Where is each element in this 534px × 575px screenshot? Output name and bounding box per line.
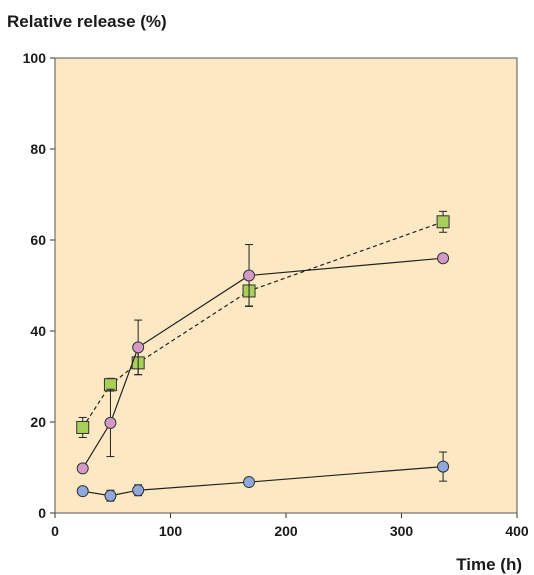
y-tick-label: 0 [38, 505, 46, 521]
x-axis-title: Time (h) [456, 555, 522, 574]
data-point [76, 485, 89, 498]
y-tick-label: 40 [30, 323, 46, 339]
series-2 [76, 244, 450, 475]
y-tick-label: 80 [30, 141, 46, 157]
x-tick-label: 400 [505, 523, 529, 539]
y-axis: 0 20 40 60 80 100 [23, 50, 55, 521]
y-tick-label: 60 [30, 232, 46, 248]
data-point [436, 215, 450, 229]
data-point [76, 420, 90, 434]
x-tick-label: 200 [274, 523, 298, 539]
y-tick-label: 20 [30, 414, 46, 430]
data-point [76, 462, 89, 475]
data-point [132, 484, 145, 497]
x-tick-label: 0 [51, 523, 59, 539]
data-point [104, 416, 117, 429]
data-point [437, 252, 450, 265]
data-point [104, 489, 117, 502]
y-tick-label: 100 [23, 50, 47, 66]
y-axis-title: Relative release (%) [7, 12, 167, 31]
data-point [132, 341, 145, 354]
data-point [243, 476, 256, 489]
data-point [243, 269, 256, 282]
x-axis: 0 100 200 300 400 [51, 513, 529, 539]
series-3 [76, 451, 450, 502]
series-layer [76, 210, 450, 502]
data-point [437, 460, 450, 473]
x-tick-label: 300 [390, 523, 414, 539]
x-tick-label: 100 [159, 523, 183, 539]
plot-frame [54, 57, 518, 514]
plot-area [55, 58, 517, 513]
